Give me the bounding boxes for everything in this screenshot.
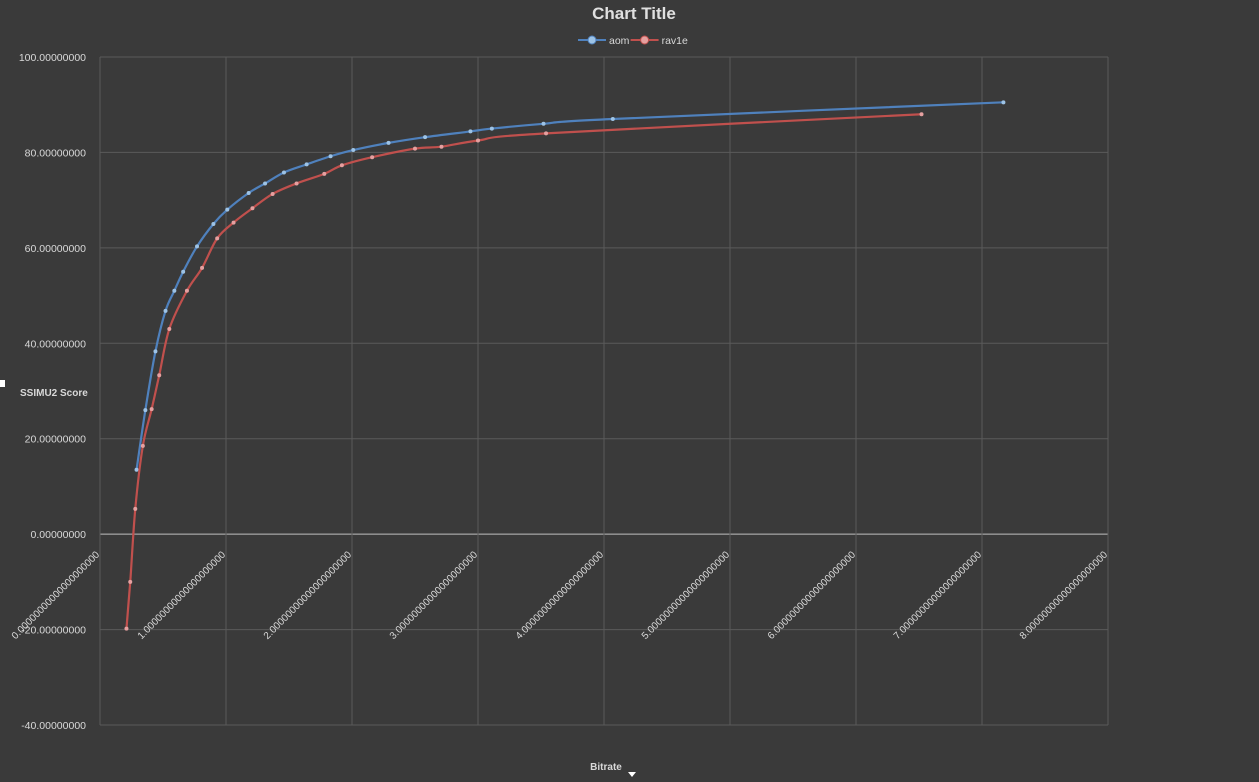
data-point-aom [163, 308, 168, 313]
data-point-aom [386, 140, 391, 145]
data-point-aom [468, 129, 473, 134]
data-point-rav1e [439, 144, 444, 149]
y-tick-label: 80.00000000 [25, 147, 86, 159]
data-point-rav1e [215, 236, 220, 241]
y-tick-label: -20.00000000 [21, 625, 86, 637]
data-point-aom [281, 170, 286, 175]
y-axis-label-handle[interactable] [0, 380, 5, 387]
data-point-rav1e [133, 506, 138, 511]
data-point-aom [134, 467, 139, 472]
data-point-rav1e [370, 155, 375, 160]
y-tick-label: 100.00000000 [19, 52, 86, 64]
data-point-aom [153, 349, 158, 354]
y-tick-label: 20.00000000 [25, 434, 86, 446]
legend-marker [640, 35, 650, 45]
data-point-rav1e [476, 138, 480, 143]
legend: aom rav1e [578, 35, 688, 47]
y-tick-label: -40.00000000 [21, 720, 86, 732]
data-point-aom [211, 222, 216, 226]
grid-lines [99, 56, 1109, 726]
data-point-aom [328, 154, 333, 159]
legend-item-aom: aom [578, 35, 630, 47]
legend-label: rav1e [662, 35, 688, 47]
data-point-rav1e [294, 181, 299, 186]
y-tick-label: 60.00000000 [25, 243, 86, 255]
data-point-aom [541, 121, 546, 126]
data-point-aom [181, 269, 186, 274]
data-point-rav1e [149, 407, 154, 412]
y-axis-tick-labels: -40.00000000 -20.00000000 0.00000000 20.000… [19, 52, 86, 732]
series-rav1e [124, 112, 924, 631]
data-point-aom [351, 148, 356, 153]
y-tick-label: 0.00000000 [31, 529, 87, 541]
legend-item-rav1e: rav1e [630, 35, 688, 47]
data-point-rav1e [270, 191, 275, 196]
data-point-aom [489, 126, 494, 131]
data-point-rav1e [200, 265, 205, 270]
data-point-rav1e [544, 131, 549, 136]
legend-label: aom [609, 35, 630, 47]
data-point-rav1e [124, 626, 129, 631]
data-point-rav1e [322, 171, 327, 176]
data-point-rav1e [140, 443, 145, 448]
data-point-aom [172, 288, 177, 293]
data-point-aom [263, 181, 268, 186]
data-point-aom [246, 190, 251, 195]
data-point-rav1e [919, 112, 924, 117]
x-axis-label-handle[interactable] [628, 772, 636, 777]
data-point-rav1e [128, 579, 133, 584]
y-axis-label: SSIMU2 Score [20, 388, 88, 399]
x-axis-label: Bitrate [590, 762, 622, 773]
series-line-rav1e [125, 113, 922, 629]
data-point-aom [143, 408, 148, 413]
data-point-rav1e [339, 163, 344, 168]
data-point-aom [610, 117, 615, 122]
legend-marker [587, 35, 597, 45]
y-tick-label: 40.00000000 [25, 338, 86, 350]
data-point-aom [423, 135, 428, 140]
data-point-rav1e [413, 146, 417, 151]
data-point-rav1e [250, 206, 255, 211]
series-layer [124, 100, 1006, 631]
data-point-aom [304, 162, 309, 167]
data-point-rav1e [167, 326, 172, 331]
data-point-aom [195, 244, 200, 249]
data-point-rav1e [231, 220, 236, 225]
data-point-aom [225, 207, 230, 212]
chart-title: Chart Title [592, 4, 676, 23]
data-point-aom [1001, 100, 1006, 105]
series-line-aom [135, 101, 1004, 470]
series-aom [134, 100, 1006, 472]
data-point-rav1e [184, 288, 189, 293]
data-point-rav1e [157, 373, 162, 378]
